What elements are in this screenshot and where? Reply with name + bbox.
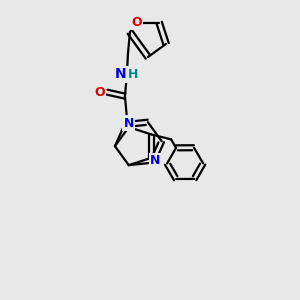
Text: H: H bbox=[128, 68, 138, 81]
Text: O: O bbox=[94, 85, 105, 99]
Text: N: N bbox=[115, 67, 127, 81]
Text: N: N bbox=[150, 154, 160, 167]
Text: O: O bbox=[131, 16, 142, 29]
Text: N: N bbox=[124, 117, 134, 130]
